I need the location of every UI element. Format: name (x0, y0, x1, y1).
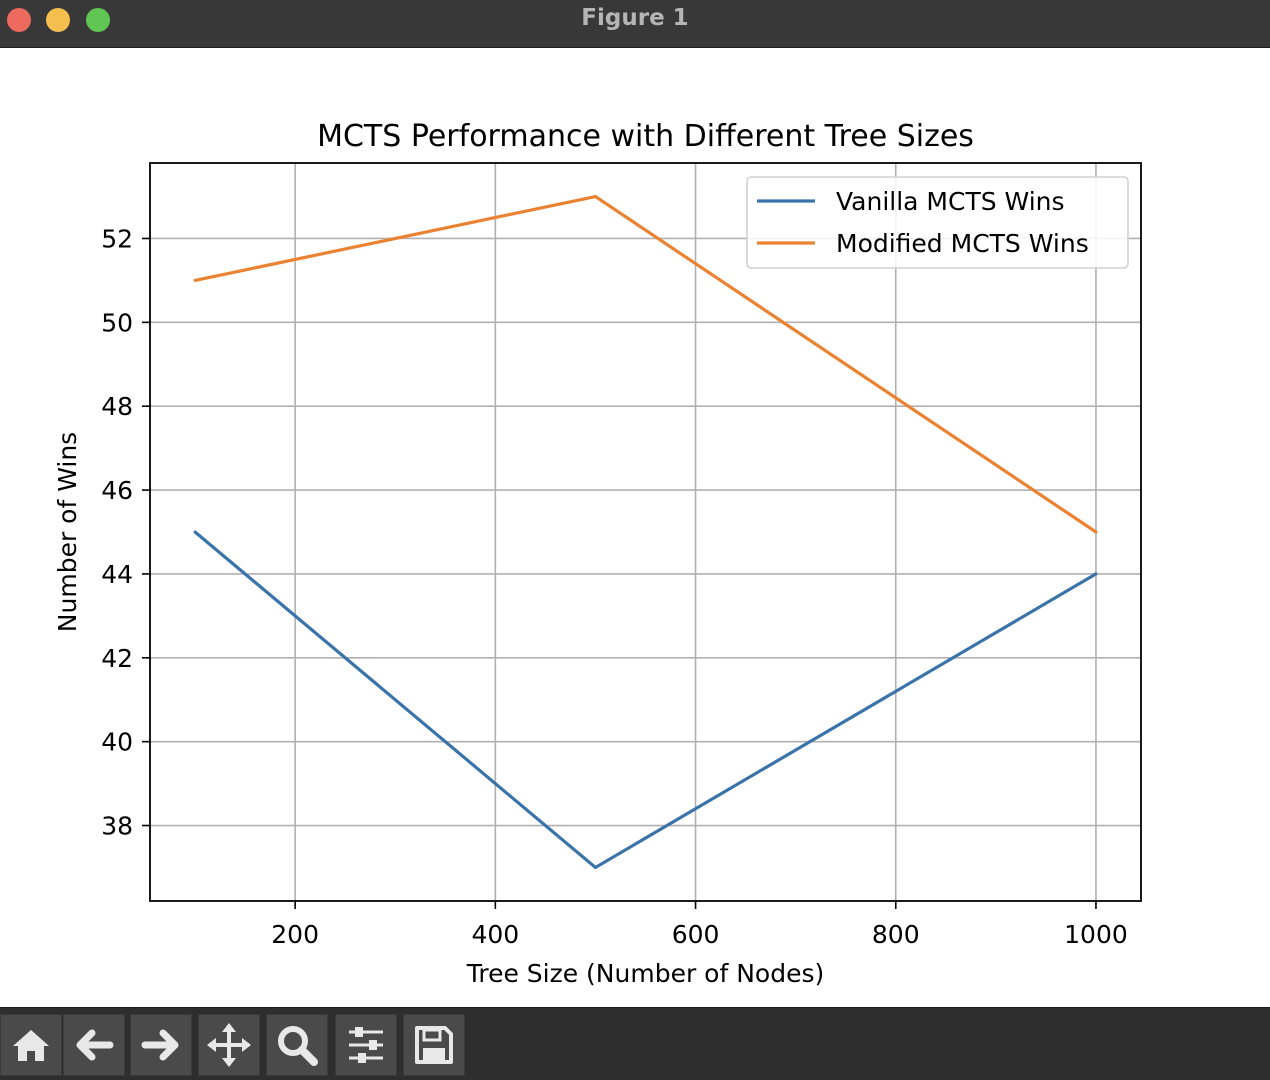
y-tick-label: 40 (101, 728, 133, 757)
line-chart: 200 400 600 800 1000 38 40 42 44 46 48 50 52 MCTS Per… (53, 119, 1142, 988)
pan-button[interactable] (198, 1014, 260, 1076)
save-floppy-icon (415, 1026, 453, 1064)
pan-move-icon (207, 1023, 251, 1067)
figure-canvas: 200 400 600 800 1000 38 40 42 44 46 48 50 52 MCTS Per… (0, 49, 1270, 1007)
configure-subplots-button[interactable] (335, 1014, 397, 1076)
y-tick-label: 44 (101, 560, 133, 589)
back-arrow-icon (76, 1029, 114, 1061)
legend-box (746, 176, 1129, 269)
y-tick-label: 48 (101, 392, 133, 421)
save-button[interactable] (403, 1014, 465, 1076)
window-titlebar: Figure 1 (0, 0, 1270, 48)
forward-arrow-icon (141, 1029, 179, 1061)
x-tick-label: 600 (672, 920, 720, 949)
plot-frame (149, 162, 1142, 902)
x-tick-label: 800 (872, 920, 920, 949)
home-icon (13, 1030, 49, 1061)
zoom-button[interactable] (266, 1014, 328, 1076)
y-tick-label: 50 (101, 308, 133, 337)
y-tick-label: 52 (101, 224, 133, 253)
navigation-toolbar (0, 1007, 1270, 1080)
back-button[interactable] (63, 1014, 125, 1076)
home-button[interactable] (0, 1014, 62, 1076)
y-tick-label: 38 (101, 812, 133, 841)
data-point (593, 195, 597, 199)
data-point (1094, 572, 1098, 576)
zoom-window-button[interactable] (86, 8, 110, 32)
forward-button[interactable] (130, 1014, 192, 1076)
series-line-0 (194, 530, 1097, 870)
minimize-window-button[interactable] (46, 8, 70, 32)
data-point (193, 530, 197, 534)
data-point (1094, 530, 1098, 534)
window-title: Figure 1 (581, 5, 689, 31)
x-tick-label: 200 (271, 920, 319, 949)
data-point (193, 278, 197, 282)
legend-label: Vanilla MCTS Wins (836, 187, 1065, 216)
y-tick-label: 42 (101, 644, 133, 673)
x-tick-label: 400 (471, 920, 519, 949)
x-axis-label: Tree Size (Number of Nodes) (466, 959, 825, 988)
close-window-button[interactable] (7, 8, 31, 32)
x-tick-label: 1000 (1064, 920, 1128, 949)
configure-subplots-icon (349, 1027, 383, 1063)
zoom-magnifier-icon (278, 1026, 318, 1066)
chart-title: MCTS Performance with Different Tree Siz… (317, 119, 974, 154)
y-tick-label: 46 (101, 476, 133, 505)
legend-label: Modified MCTS Wins (836, 229, 1089, 258)
y-axis-label: Number of Wins (53, 432, 82, 632)
data-point (593, 865, 597, 869)
